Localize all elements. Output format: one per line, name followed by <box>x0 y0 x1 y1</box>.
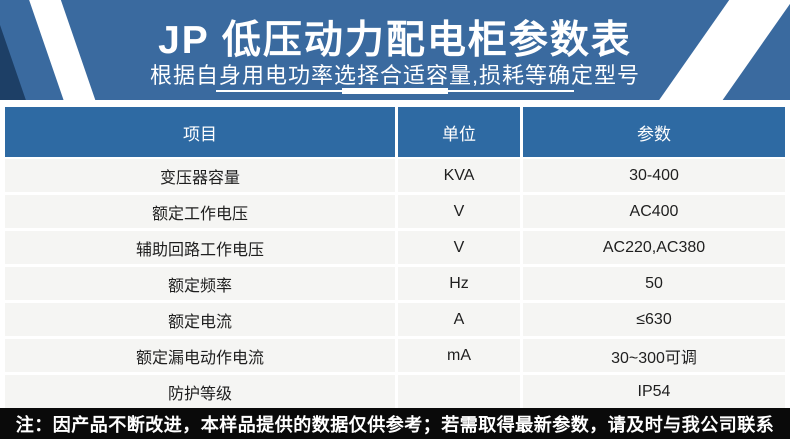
unit-cell <box>398 375 520 408</box>
table-row: 辅助回路工作电压 V AC220,AC380 <box>5 231 785 264</box>
item-cell: 辅助回路工作电压 <box>5 231 395 264</box>
value-cell: 50 <box>523 267 785 300</box>
value-cell: AC400 <box>523 195 785 228</box>
footer-note-bar: 注：因产品不断改进，本样品提供的数据仅供参考；若需取得最新参数，请及时与我公司联… <box>0 408 790 439</box>
value-cell: 30~300可调 <box>523 339 785 372</box>
column-header-unit: 单位 <box>398 107 520 157</box>
unit-cell: KVA <box>398 159 520 192</box>
table-row: 额定工作电压 V AC400 <box>5 195 785 228</box>
item-cell: 额定频率 <box>5 267 395 300</box>
table-row: 额定漏电动作电流 mA 30~300可调 <box>5 339 785 372</box>
item-cell: 额定电流 <box>5 303 395 336</box>
item-cell: 额定工作电压 <box>5 195 395 228</box>
unit-cell: mA <box>398 339 520 372</box>
table-header-row: 项目 单位 参数 <box>5 107 785 157</box>
value-cell: ≤630 <box>523 303 785 336</box>
column-header-parameter: 参数 <box>523 107 785 157</box>
table-row: 额定频率 Hz 50 <box>5 267 785 300</box>
title-divider-line <box>216 88 574 94</box>
column-header-item: 项目 <box>5 107 395 157</box>
unit-cell: Hz <box>398 267 520 300</box>
footer-note-text: 注：因产品不断改进，本样品提供的数据仅供参考；若需取得最新参数，请及时与我公司联… <box>15 414 775 435</box>
value-cell: AC220,AC380 <box>523 231 785 264</box>
item-cell: 变压器容量 <box>5 159 395 192</box>
table-row: 防护等级 IP54 <box>5 375 785 408</box>
page-title: JP 低压动力配电柜参数表 <box>158 19 632 62</box>
title-divider-center-bar <box>342 88 448 94</box>
spec-table: 项目 单位 参数 变压器容量 KVA 30-400 额定工作电压 V AC400… <box>5 107 785 408</box>
table-row: 变压器容量 KVA 30-400 <box>5 159 785 192</box>
unit-cell: V <box>398 231 520 264</box>
table-row: 额定电流 A ≤630 <box>5 303 785 336</box>
value-cell: IP54 <box>523 375 785 408</box>
item-cell: 额定漏电动作电流 <box>5 339 395 372</box>
page-subtitle: 根据自身用电功率选择合适容量,损耗等确定型号 <box>149 63 641 88</box>
table-body: 变压器容量 KVA 30-400 额定工作电压 V AC400 辅助回路工作电压… <box>5 159 785 408</box>
item-cell: 防护等级 <box>5 375 395 408</box>
value-cell: 30-400 <box>523 159 785 192</box>
header-banner: JP 低压动力配电柜参数表 根据自身用电功率选择合适容量,损耗等确定型号 <box>0 0 790 100</box>
unit-cell: V <box>398 195 520 228</box>
unit-cell: A <box>398 303 520 336</box>
